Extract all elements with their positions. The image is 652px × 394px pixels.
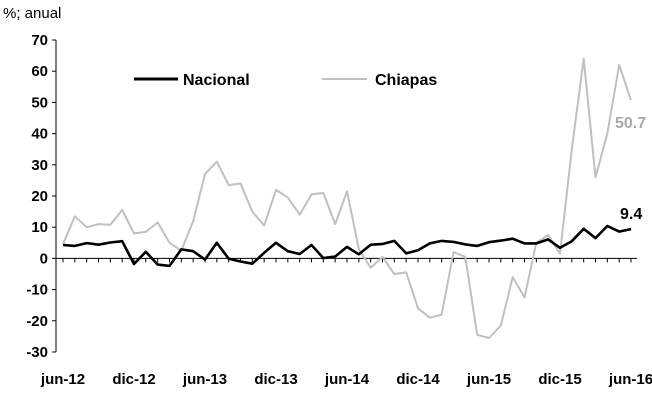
y-tick-label: 70 bbox=[31, 32, 48, 49]
legend: Nacional Chiapas bbox=[134, 72, 437, 89]
y-tick-label: 40 bbox=[31, 126, 48, 143]
axes: 70 60 50 40 30 20 10 0 -10 -20 -30 jun-12 dic-12 jun-… bbox=[26, 32, 652, 388]
y-tick-label: 20 bbox=[31, 188, 48, 205]
x-tick-label: jun-14 bbox=[324, 371, 370, 388]
x-tick-label: dic-14 bbox=[396, 371, 440, 388]
y-tick-label: -20 bbox=[26, 313, 48, 330]
x-tick-label: dic-13 bbox=[254, 371, 297, 388]
x-tick-label: jun-16 bbox=[608, 371, 652, 388]
series-line-chiapas bbox=[62, 57, 632, 339]
series-layer bbox=[62, 57, 632, 339]
y-tick-label: -30 bbox=[26, 344, 48, 361]
series-line-nacional bbox=[62, 224, 632, 268]
x-tick-label: jun-13 bbox=[182, 371, 227, 388]
x-tick-label: jun-12 bbox=[40, 371, 85, 388]
y-tick-label: -10 bbox=[26, 282, 48, 299]
x-tick-label: jun-15 bbox=[466, 371, 511, 388]
y-unit-label: %; anual bbox=[3, 5, 62, 22]
y-tick-label: 10 bbox=[31, 219, 48, 236]
legend-label-chiapas: Chiapas bbox=[375, 72, 437, 89]
x-tick-label: dic-12 bbox=[112, 371, 155, 388]
legend-label-nacional: Nacional bbox=[183, 72, 250, 89]
end-label-chiapas: 50.7 bbox=[615, 115, 646, 132]
y-tick-label: 30 bbox=[31, 157, 48, 174]
end-label-nacional: 9.4 bbox=[620, 206, 642, 223]
end-labels: 9.4 50.7 bbox=[615, 115, 646, 223]
y-tick-label: 0 bbox=[40, 250, 48, 267]
y-tick-label: 50 bbox=[31, 94, 48, 111]
x-tick-label: dic-15 bbox=[538, 371, 581, 388]
y-tick-label: 60 bbox=[31, 63, 48, 80]
